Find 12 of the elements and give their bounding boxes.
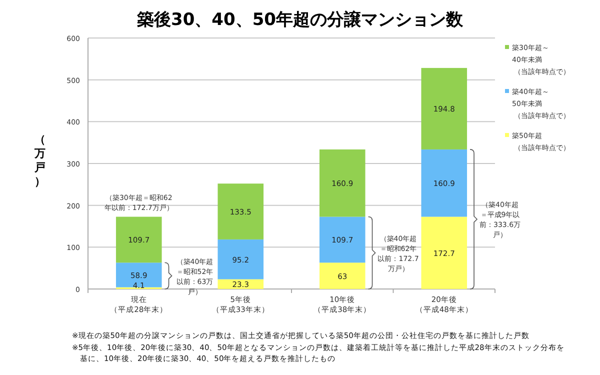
bar (116, 216, 162, 263)
bar (218, 184, 264, 240)
bar (421, 216, 468, 289)
bar (116, 262, 162, 288)
bar (319, 149, 366, 217)
bar (319, 262, 366, 289)
y-axis-title: （万戸） (34, 133, 46, 188)
bar (319, 216, 366, 263)
bar (421, 68, 468, 150)
bar (421, 149, 468, 217)
chart-title: 築後30、40、50年超の分譲マンション数 (136, 10, 464, 30)
bar (218, 239, 264, 280)
